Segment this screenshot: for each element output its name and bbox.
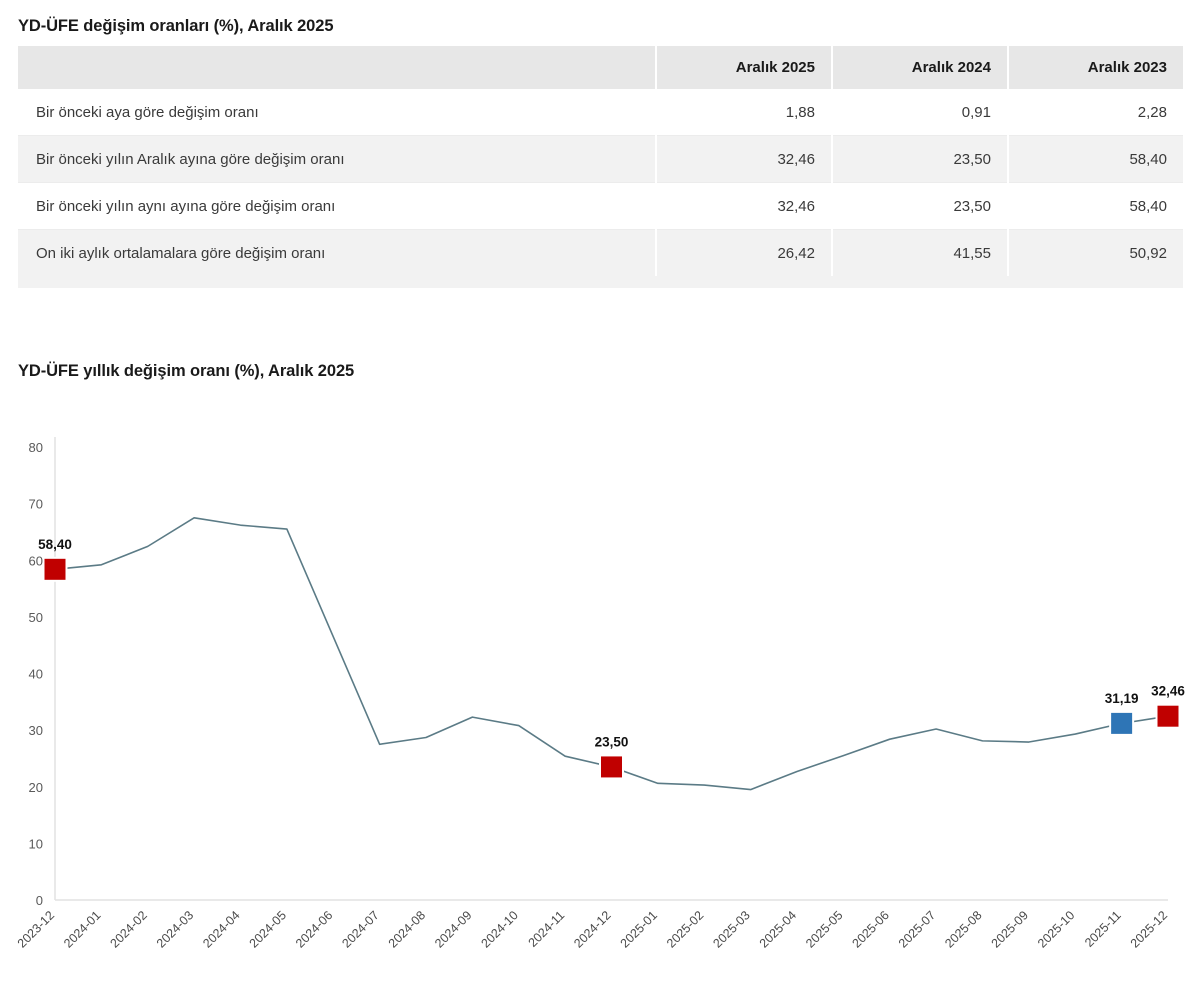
column-header-aralik-2025: Aralık 2025: [656, 46, 833, 89]
x-axis-tick-label: 2025-10: [1035, 908, 1077, 950]
x-axis-tick-label: 2025-04: [757, 908, 799, 950]
y-axis-tick-label: 70: [29, 497, 43, 512]
x-axis-tick-label: 2024-01: [61, 908, 103, 950]
cell-value: 32,46: [656, 182, 833, 230]
table-header-row: Aralık 2025 Aralık 2024 Aralık 2023: [18, 46, 1183, 89]
cell-value: 32,46: [656, 135, 833, 183]
data-marker: [42, 556, 68, 582]
data-marker: [1155, 703, 1181, 729]
data-marker-label: 23,50: [595, 734, 629, 749]
cell-value: 23,50: [832, 135, 1009, 183]
table-row: Bir önceki aya göre değişim oranı 1,88 0…: [18, 89, 1183, 136]
x-axis-tick-label: 2024-06: [293, 908, 335, 950]
y-axis-tick-label: 30: [29, 723, 43, 738]
x-axis-tick-label: 2025-08: [942, 908, 984, 950]
data-markers: 58,40 23,50 31,19 32,46: [38, 537, 1185, 780]
row-label: Bir önceki yılın Aralık ayına göre değiş…: [18, 135, 657, 183]
y-axis-tick-label: 10: [29, 836, 43, 851]
x-axis-tick-label: 2024-12: [571, 908, 613, 950]
cell-value: 58,40: [1008, 182, 1183, 230]
y-axis-tick-label: 80: [29, 440, 43, 455]
y-axis-tick-label: 50: [29, 610, 43, 625]
table-title: YD-ÜFE değişim oranları (%), Aralık 2025: [18, 17, 334, 35]
x-axis-tick-label: 2025-02: [664, 908, 706, 950]
x-axis-tick-label: 2025-05: [803, 908, 845, 950]
x-axis-tick-label: 2025-12: [1128, 908, 1170, 950]
x-axis-tick-label: 2024-08: [386, 908, 428, 950]
column-header-blank: [18, 46, 657, 89]
x-axis-tick-label: 2024-05: [247, 908, 289, 950]
table-row: Bir önceki yılın aynı ayına göre değişim…: [18, 182, 1183, 230]
x-axis-tick-label: 2024-03: [154, 908, 196, 950]
cell-value: 1,88: [656, 89, 833, 136]
y-axis-tick-label: 20: [29, 780, 43, 795]
cell-value: 41,55: [832, 229, 1009, 276]
data-marker: [599, 754, 624, 780]
table-head: Aralık 2025 Aralık 2024 Aralık 2023: [18, 46, 1183, 89]
data-marker: [1109, 710, 1135, 736]
x-axis-tick-label: 2025-01: [618, 908, 660, 950]
table-body: Bir önceki aya göre değişim oranı 1,88 0…: [18, 89, 1183, 276]
table-footer-strip: [18, 276, 1183, 288]
x-axis-tick-label: 2024-09: [432, 908, 474, 950]
column-header-aralik-2023: Aralık 2023: [1008, 46, 1183, 89]
x-axis-tick-label: 2025-07: [896, 908, 938, 950]
y-axis: 0 10 20 30 40 50 60 70 80: [29, 437, 56, 908]
cell-value: 58,40: [1008, 135, 1183, 183]
x-axis-tick-label: 2024-02: [108, 908, 150, 950]
cell-value: 23,50: [832, 182, 1009, 230]
data-marker-label: 32,46: [1151, 684, 1185, 699]
y-axis-tick-label: 60: [29, 553, 43, 568]
x-axis-tick-label: 2025-09: [989, 908, 1031, 950]
data-marker-label: 58,40: [38, 537, 72, 552]
cell-value: 0,91: [832, 89, 1009, 136]
row-label: Bir önceki aya göre değişim oranı: [18, 89, 657, 136]
cell-value: 26,42: [656, 229, 833, 276]
data-marker-label: 31,19: [1105, 691, 1139, 706]
x-axis-tick-label: 2025-03: [710, 908, 752, 950]
rates-table-wrapper: Aralık 2025 Aralık 2024 Aralık 2023 Bir …: [18, 46, 1183, 288]
rates-table: Aralık 2025 Aralık 2024 Aralık 2023 Bir …: [18, 46, 1183, 276]
cell-value: 2,28: [1008, 89, 1183, 136]
table-row: On iki aylık ortalamalara göre değişim o…: [18, 229, 1183, 276]
x-axis-tick-label: 2024-07: [339, 908, 381, 950]
y-axis-tick-label: 0: [36, 893, 43, 908]
x-axis: 2023-12 2024-01 2024-02 2024-03 2024-04 2024-…: [15, 899, 1170, 951]
x-axis-tick-label: 2025-11: [1082, 908, 1124, 950]
cell-value: 50,92: [1008, 229, 1183, 276]
table-row: Bir önceki yılın Aralık ayına göre değiş…: [18, 135, 1183, 183]
x-axis-tick-label: 2023-12: [15, 908, 57, 950]
line-chart: 0 10 20 30 40 50 60 70 80 2023-12 2024-01 2024-02 2…: [0, 425, 1200, 1005]
x-axis-tick-label: 2025-06: [850, 908, 892, 950]
chart-title: YD-ÜFE yıllık değişim oranı (%), Aralık …: [18, 362, 355, 380]
y-axis-tick-label: 40: [29, 667, 43, 682]
x-axis-tick-label: 2024-04: [200, 908, 242, 950]
column-header-aralik-2024: Aralık 2024: [832, 46, 1009, 89]
row-label: On iki aylık ortalamalara göre değişim o…: [18, 229, 657, 276]
x-axis-tick-label: 2024-10: [479, 908, 521, 950]
x-axis-tick-label: 2024-11: [526, 908, 568, 950]
row-label: Bir önceki yılın aynı ayına göre değişim…: [18, 182, 657, 230]
